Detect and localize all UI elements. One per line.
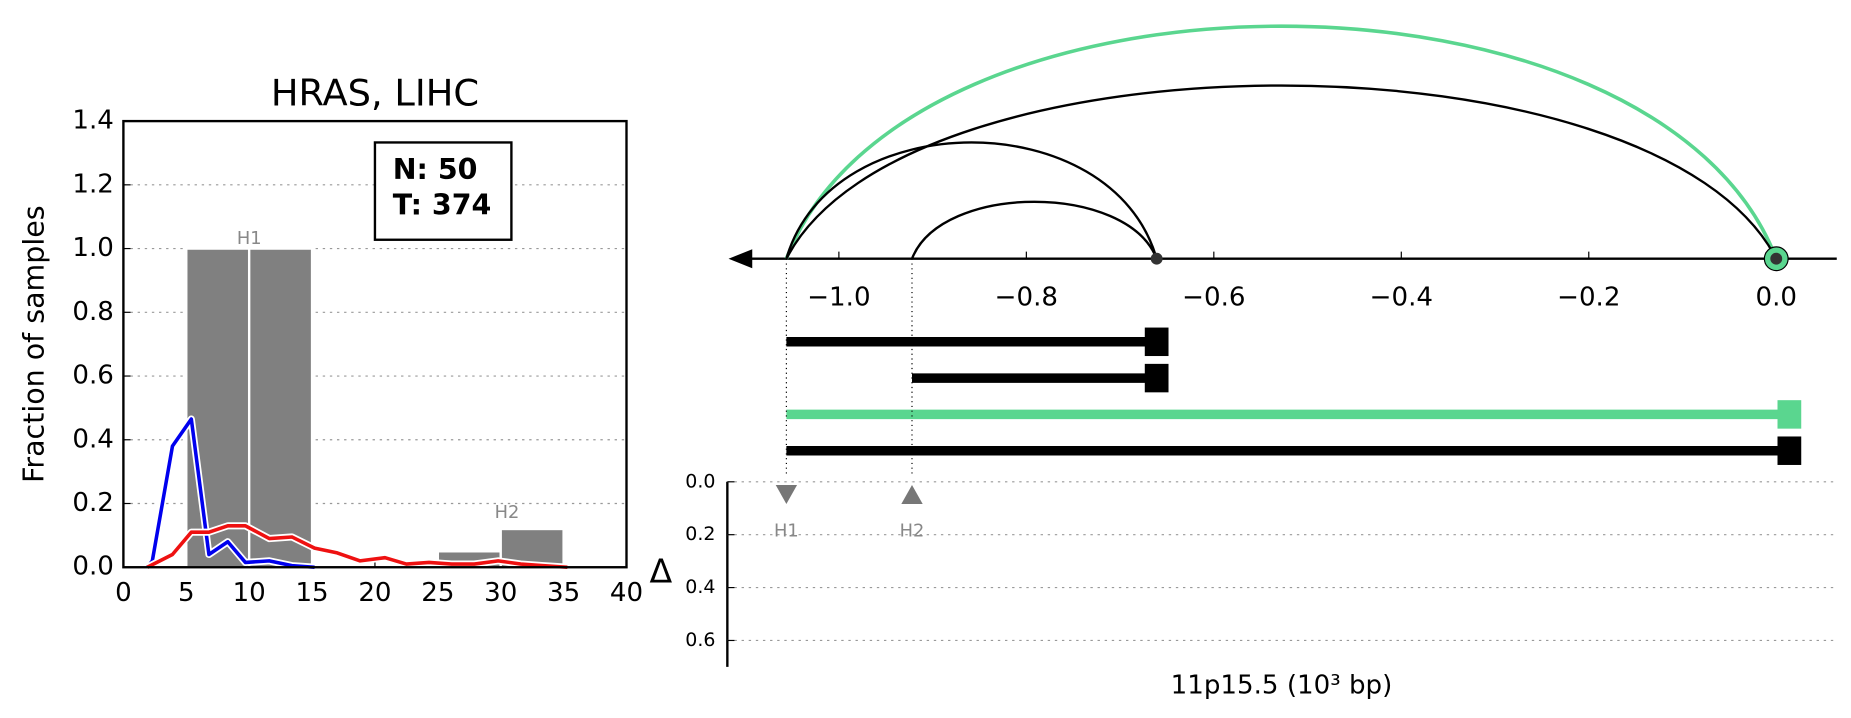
bar-annotation: H1 — [237, 228, 262, 249]
marker — [901, 484, 923, 504]
legend-box — [373, 141, 513, 241]
transcript-end — [1777, 436, 1802, 465]
x-tick-label: −0.8 — [995, 282, 1058, 312]
y-tick-label: 0.4 — [685, 576, 715, 598]
y-tick-label: 0.2 — [685, 523, 715, 545]
arc-end — [1770, 252, 1783, 265]
chart-title: HRAS, LIHC — [271, 71, 479, 114]
x-tick-label: 15 — [295, 578, 328, 608]
line — [146, 524, 568, 570]
x-axis-label: 11p15.5 (10³ bp) — [1171, 670, 1393, 700]
x-tick-label: −1.0 — [807, 282, 870, 312]
bar-annotation: H2 — [495, 502, 520, 523]
y-tick-label: 1.4 — [72, 106, 114, 136]
x-tick-label: 35 — [547, 578, 580, 608]
y-axis-label: Δ — [650, 552, 673, 591]
plot-frame — [122, 119, 628, 569]
arc — [785, 141, 1158, 260]
y-tick-label: 0.0 — [72, 552, 114, 582]
legend-text: T: 374 — [393, 189, 492, 222]
x-tick-label: 20 — [358, 578, 391, 608]
x-tick-label: 30 — [484, 578, 517, 608]
x-tick-label: 0.0 — [1755, 282, 1797, 312]
x-tick-label: 0 — [115, 578, 132, 608]
arc — [784, 24, 1778, 260]
y-axis-label: Fraction of samples — [18, 205, 51, 483]
x-tick-label: −0.4 — [1370, 282, 1433, 312]
x-tick-label: 10 — [233, 578, 266, 608]
marker-label: H1 — [774, 521, 799, 542]
x-tick-label: −0.2 — [1557, 282, 1620, 312]
y-tick-label: 0.2 — [72, 488, 114, 518]
y-tick-label: 0.8 — [72, 297, 114, 327]
x-tick-label: 5 — [178, 578, 195, 608]
arc-end — [1150, 252, 1163, 265]
line — [145, 417, 315, 570]
arc — [910, 200, 1158, 260]
x-tick-label: −0.6 — [1182, 282, 1245, 312]
y-tick-label: 1.0 — [72, 233, 114, 263]
y-tick-label: 0.0 — [685, 470, 715, 492]
histogram-bar — [185, 247, 251, 569]
x-tick-label: 25 — [421, 578, 454, 608]
legend-text: N: 50 — [393, 153, 478, 186]
marker-label: H2 — [900, 521, 925, 542]
y-tick-label: 0.6 — [72, 361, 114, 391]
y-tick-label: 0.6 — [685, 629, 715, 651]
x-tick-label: 40 — [610, 578, 643, 608]
transcript-end — [1144, 327, 1169, 357]
transcript-end — [1777, 400, 1802, 429]
histogram-bar — [247, 247, 314, 569]
y-tick-label: 0.4 — [72, 424, 114, 454]
transcript-end — [1144, 363, 1169, 393]
arc — [785, 84, 1778, 260]
axis-arrow — [728, 249, 753, 269]
y-tick-label: 1.2 — [72, 169, 114, 199]
marker — [775, 484, 798, 504]
